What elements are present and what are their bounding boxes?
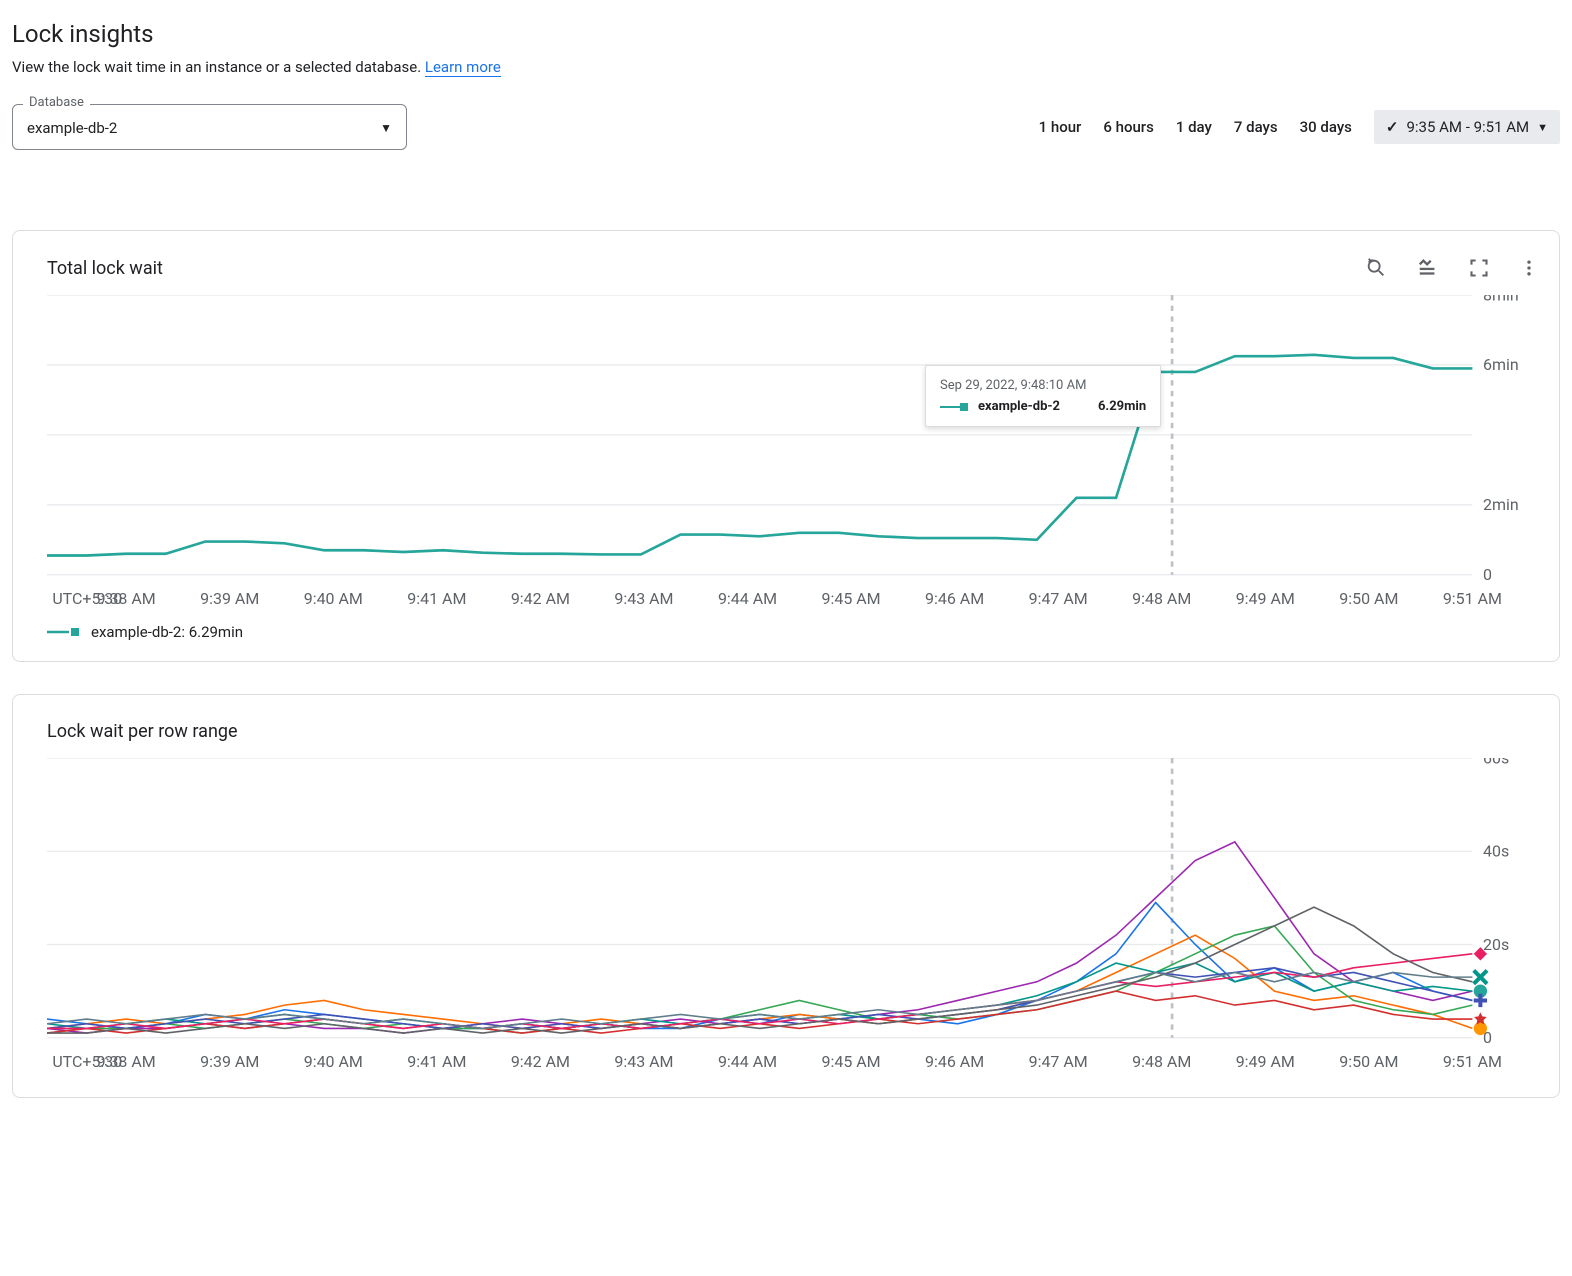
zoom-reset-icon[interactable] <box>1365 257 1387 279</box>
chart2[interactable]: 020s40s60sUTC+5:309:38 AM9:39 AM9:40 AM9… <box>47 758 1539 1078</box>
svg-text:9:45 AM: 9:45 AM <box>822 589 881 608</box>
chart1[interactable]: 02min6min8minUTC+5:309:38 AM9:39 AM9:40 … <box>47 295 1539 615</box>
chart1-title: Total lock wait <box>47 258 163 279</box>
page-subtitle: View the lock wait time in an instance o… <box>12 58 1560 76</box>
chart1-actions <box>1365 257 1539 279</box>
svg-text:9:46 AM: 9:46 AM <box>925 589 984 608</box>
time-range-1hour[interactable]: 1 hour <box>1039 118 1082 136</box>
chevron-down-icon: ▼ <box>380 121 392 135</box>
legend-toggle-icon[interactable] <box>1417 257 1439 279</box>
time-range-6hours[interactable]: 6 hours <box>1103 118 1153 136</box>
fullscreen-icon[interactable] <box>1469 258 1489 278</box>
legend-label: example-db-2: 6.29min <box>91 623 243 641</box>
database-select-value: example-db-2 <box>27 119 117 137</box>
svg-text:9:48 AM: 9:48 AM <box>1132 1052 1191 1071</box>
svg-text:9:43 AM: 9:43 AM <box>614 589 673 608</box>
svg-text:8min: 8min <box>1483 295 1519 304</box>
svg-text:9:44 AM: 9:44 AM <box>718 1052 777 1071</box>
tooltip-series-value: 6.29min <box>1098 399 1146 414</box>
svg-text:9:50 AM: 9:50 AM <box>1339 1052 1398 1071</box>
svg-text:9:41 AM: 9:41 AM <box>407 1052 466 1071</box>
database-select-label: Database <box>23 95 90 110</box>
database-select[interactable]: Database example-db-2 ▼ <box>12 104 407 150</box>
lock-wait-per-row-card: Lock wait per row range 020s40s60sUTC+5:… <box>12 694 1560 1099</box>
svg-text:9:49 AM: 9:49 AM <box>1236 589 1295 608</box>
svg-text:9:43 AM: 9:43 AM <box>614 1052 673 1071</box>
svg-text:9:41 AM: 9:41 AM <box>407 589 466 608</box>
chart1-legend[interactable]: example-db-2: 6.29min <box>47 623 1539 641</box>
svg-text:9:40 AM: 9:40 AM <box>304 1052 363 1071</box>
svg-text:9:51 AM: 9:51 AM <box>1443 589 1502 608</box>
svg-text:9:38 AM: 9:38 AM <box>97 589 156 608</box>
time-range-30days[interactable]: 30 days <box>1300 118 1352 136</box>
svg-text:9:44 AM: 9:44 AM <box>718 589 777 608</box>
svg-text:9:42 AM: 9:42 AM <box>511 589 570 608</box>
controls-row: Database example-db-2 ▼ 1 hour 6 hours 1… <box>12 104 1560 150</box>
more-icon[interactable] <box>1519 258 1539 278</box>
svg-text:60s: 60s <box>1483 758 1509 767</box>
learn-more-link[interactable]: Learn more <box>425 58 501 77</box>
svg-text:9:49 AM: 9:49 AM <box>1236 1052 1295 1071</box>
time-range-1day[interactable]: 1 day <box>1176 118 1212 136</box>
chart1-wrap: 02min6min8minUTC+5:309:38 AM9:39 AM9:40 … <box>47 295 1539 615</box>
time-range-7days[interactable]: 7 days <box>1234 118 1278 136</box>
svg-text:0: 0 <box>1483 565 1492 584</box>
svg-text:9:39 AM: 9:39 AM <box>200 589 259 608</box>
tooltip-time: Sep 29, 2022, 9:48:10 AM <box>940 378 1146 393</box>
svg-text:9:42 AM: 9:42 AM <box>511 1052 570 1071</box>
svg-text:9:40 AM: 9:40 AM <box>304 589 363 608</box>
subtitle-text: View the lock wait time in an instance o… <box>12 58 425 76</box>
svg-text:20s: 20s <box>1483 935 1509 954</box>
svg-text:9:39 AM: 9:39 AM <box>200 1052 259 1071</box>
chart1-tooltip: Sep 29, 2022, 9:48:10 AM example-db-2 6.… <box>925 365 1161 427</box>
svg-text:40s: 40s <box>1483 841 1509 860</box>
svg-text:9:51 AM: 9:51 AM <box>1443 1052 1502 1071</box>
time-range-selector: 1 hour 6 hours 1 day 7 days 30 days ✓ 9:… <box>1039 110 1560 144</box>
svg-text:2min: 2min <box>1483 495 1519 514</box>
legend-swatch-icon <box>47 625 81 639</box>
chevron-down-icon: ▼ <box>1537 121 1548 134</box>
tooltip-series-name: example-db-2 <box>978 399 1060 414</box>
svg-text:9:47 AM: 9:47 AM <box>1029 1052 1088 1071</box>
page-title: Lock insights <box>12 20 1560 48</box>
svg-text:9:50 AM: 9:50 AM <box>1339 589 1398 608</box>
svg-text:9:47 AM: 9:47 AM <box>1029 589 1088 608</box>
svg-text:9:46 AM: 9:46 AM <box>925 1052 984 1071</box>
svg-text:9:38 AM: 9:38 AM <box>97 1052 156 1071</box>
chart2-title: Lock wait per row range <box>47 721 238 742</box>
svg-text:9:48 AM: 9:48 AM <box>1132 589 1191 608</box>
check-icon: ✓ <box>1386 118 1399 136</box>
svg-text:9:45 AM: 9:45 AM <box>822 1052 881 1071</box>
time-range-custom-label: 9:35 AM - 9:51 AM <box>1406 118 1529 136</box>
svg-text:6min: 6min <box>1483 355 1519 374</box>
total-lock-wait-card: Total lock wait 02min6min8minUTC+5:309:3… <box>12 230 1560 662</box>
time-range-custom[interactable]: ✓ 9:35 AM - 9:51 AM ▼ <box>1374 110 1560 144</box>
chart2-wrap: 020s40s60sUTC+5:309:38 AM9:39 AM9:40 AM9… <box>47 758 1539 1078</box>
